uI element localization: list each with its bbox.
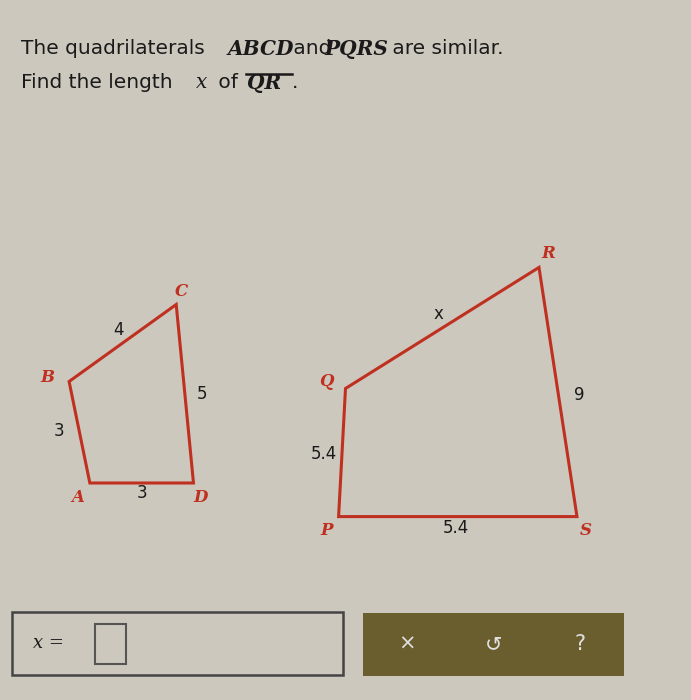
Text: 5.4: 5.4 bbox=[310, 444, 337, 463]
Text: x: x bbox=[434, 304, 444, 323]
Text: P: P bbox=[320, 522, 332, 539]
Text: 4: 4 bbox=[113, 321, 124, 340]
Text: Q: Q bbox=[319, 373, 333, 390]
Text: are similar.: are similar. bbox=[386, 39, 503, 59]
Text: C: C bbox=[175, 284, 189, 300]
Text: 5.4: 5.4 bbox=[443, 519, 469, 537]
Text: ABCD: ABCD bbox=[228, 39, 294, 59]
Text: S: S bbox=[580, 522, 592, 539]
Text: 9: 9 bbox=[574, 386, 585, 405]
Text: The quadrilaterals: The quadrilaterals bbox=[21, 39, 211, 59]
Text: .: . bbox=[292, 73, 299, 92]
Text: 5: 5 bbox=[197, 385, 208, 403]
Text: ↺: ↺ bbox=[484, 634, 502, 654]
Text: x =: x = bbox=[33, 634, 70, 652]
Text: and: and bbox=[287, 39, 337, 59]
Text: 3: 3 bbox=[136, 484, 147, 503]
Text: ?: ? bbox=[574, 634, 585, 654]
Text: x: x bbox=[196, 73, 207, 92]
Text: of: of bbox=[212, 73, 245, 92]
FancyBboxPatch shape bbox=[363, 612, 451, 676]
Text: B: B bbox=[40, 370, 54, 386]
Text: ×: × bbox=[398, 634, 416, 654]
Text: A: A bbox=[71, 489, 84, 505]
FancyBboxPatch shape bbox=[95, 624, 126, 664]
Text: PQRS: PQRS bbox=[325, 39, 388, 59]
FancyBboxPatch shape bbox=[449, 612, 538, 676]
FancyBboxPatch shape bbox=[12, 612, 343, 675]
Text: R: R bbox=[541, 245, 555, 262]
FancyBboxPatch shape bbox=[536, 612, 624, 676]
Text: Find the length: Find the length bbox=[21, 73, 179, 92]
Text: D: D bbox=[193, 489, 207, 505]
Text: 3: 3 bbox=[54, 421, 65, 440]
Text: QR: QR bbox=[247, 73, 282, 92]
